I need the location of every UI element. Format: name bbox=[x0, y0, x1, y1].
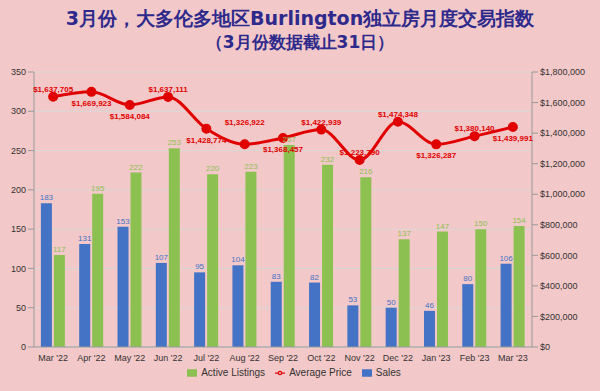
svg-text:200: 200 bbox=[11, 185, 26, 195]
html-text:Sales: Sales bbox=[375, 367, 401, 378]
svg-text:$1,584,084: $1,584,084 bbox=[110, 112, 151, 121]
svg-text:257: 257 bbox=[283, 135, 297, 144]
svg-text:Sep '22: Sep '22 bbox=[268, 353, 298, 363]
svg-text:Oct '22: Oct '22 bbox=[307, 353, 335, 363]
svg-text:100: 100 bbox=[11, 264, 26, 274]
svg-text:232: 232 bbox=[321, 155, 335, 164]
svg-text:Mar '23: Mar '23 bbox=[498, 353, 528, 363]
svg-text:$1,637,705: $1,637,705 bbox=[33, 85, 74, 94]
svg-text:153: 153 bbox=[116, 217, 130, 226]
svg-text:107: 107 bbox=[155, 253, 169, 262]
svg-text:$400,000: $400,000 bbox=[540, 281, 578, 291]
svg-text:223: 223 bbox=[244, 162, 258, 171]
svg-text:183: 183 bbox=[40, 193, 54, 202]
svg-text:Aug '22: Aug '22 bbox=[230, 353, 260, 363]
svg-text:May '22: May '22 bbox=[114, 353, 145, 363]
svg-text:$1,326,922: $1,326,922 bbox=[225, 118, 266, 127]
svg-text:250: 250 bbox=[11, 146, 26, 156]
svg-text:Feb '23: Feb '23 bbox=[460, 353, 490, 363]
svg-text:220: 220 bbox=[206, 164, 220, 173]
svg-text:$1,422,939: $1,422,939 bbox=[301, 118, 342, 127]
svg-text:50: 50 bbox=[16, 303, 26, 313]
svg-text:216: 216 bbox=[359, 167, 373, 176]
svg-text:$1,223,790: $1,223,790 bbox=[340, 148, 381, 157]
svg-text:53: 53 bbox=[348, 295, 357, 304]
svg-text:Jul '22: Jul '22 bbox=[194, 353, 220, 363]
svg-text:300: 300 bbox=[11, 106, 26, 116]
svg-text:82: 82 bbox=[310, 273, 319, 282]
svg-text:Mar '22: Mar '22 bbox=[38, 353, 68, 363]
svg-text:147: 147 bbox=[436, 222, 450, 231]
svg-text:50: 50 bbox=[387, 298, 396, 307]
svg-text:$1,600,000: $1,600,000 bbox=[540, 98, 585, 108]
svg-text:0: 0 bbox=[21, 342, 26, 352]
svg-text:$1,326,287: $1,326,287 bbox=[416, 151, 457, 160]
svg-text:$1,400,000: $1,400,000 bbox=[540, 128, 585, 138]
svg-text:$600,000: $600,000 bbox=[540, 251, 578, 261]
svg-text:80: 80 bbox=[463, 274, 472, 283]
svg-text:$1,474,348: $1,474,348 bbox=[378, 110, 419, 119]
svg-text:350: 350 bbox=[11, 67, 26, 77]
svg-text:$1,800,000: $1,800,000 bbox=[540, 67, 585, 77]
svg-text:Dec '22: Dec '22 bbox=[383, 353, 413, 363]
svg-text:106: 106 bbox=[499, 254, 513, 263]
html-text:3月份，大多伦多地区Burlington独立房月度交易指数: 3月份，大多伦多地区Burlington独立房月度交易指数 bbox=[65, 7, 535, 29]
svg-text:Apr '22: Apr '22 bbox=[77, 353, 105, 363]
html-text:Average Price: Average Price bbox=[289, 367, 352, 378]
html-text:Active Listings: Active Listings bbox=[201, 367, 266, 378]
svg-text:Jan '23: Jan '23 bbox=[422, 353, 451, 363]
html-text:（3月份数据截止31日）: （3月份数据截止31日） bbox=[205, 32, 395, 52]
svg-text:222: 222 bbox=[129, 163, 143, 172]
svg-text:$0: $0 bbox=[540, 342, 550, 352]
svg-text:$1,439,991: $1,439,991 bbox=[493, 134, 534, 143]
svg-text:95: 95 bbox=[195, 262, 204, 271]
svg-text:104: 104 bbox=[231, 255, 245, 264]
svg-text:131: 131 bbox=[78, 234, 92, 243]
svg-text:117: 117 bbox=[53, 245, 66, 254]
svg-text:150: 150 bbox=[11, 224, 26, 234]
svg-text:$1,368,457: $1,368,457 bbox=[263, 145, 304, 154]
svg-text:$200,000: $200,000 bbox=[540, 312, 578, 322]
svg-text:$1,669,923: $1,669,923 bbox=[71, 99, 112, 108]
svg-text:253: 253 bbox=[168, 138, 182, 147]
svg-text:$1,428,774: $1,428,774 bbox=[186, 136, 227, 145]
svg-text:150: 150 bbox=[474, 219, 488, 228]
svg-text:$800,000: $800,000 bbox=[540, 220, 578, 230]
svg-text:83: 83 bbox=[272, 272, 281, 281]
svg-text:Jun '22: Jun '22 bbox=[154, 353, 183, 363]
svg-text:154: 154 bbox=[512, 216, 526, 225]
svg-text:Nov '22: Nov '22 bbox=[344, 353, 374, 363]
svg-text:195: 195 bbox=[91, 184, 105, 193]
svg-text:137: 137 bbox=[397, 229, 411, 238]
svg-text:$1,380,140: $1,380,140 bbox=[455, 124, 496, 133]
svg-text:46: 46 bbox=[425, 301, 434, 310]
svg-text:$1,000,000: $1,000,000 bbox=[540, 189, 585, 199]
svg-text:$1,200,000: $1,200,000 bbox=[540, 159, 585, 169]
svg-text:$1,637,111: $1,637,111 bbox=[148, 85, 188, 94]
